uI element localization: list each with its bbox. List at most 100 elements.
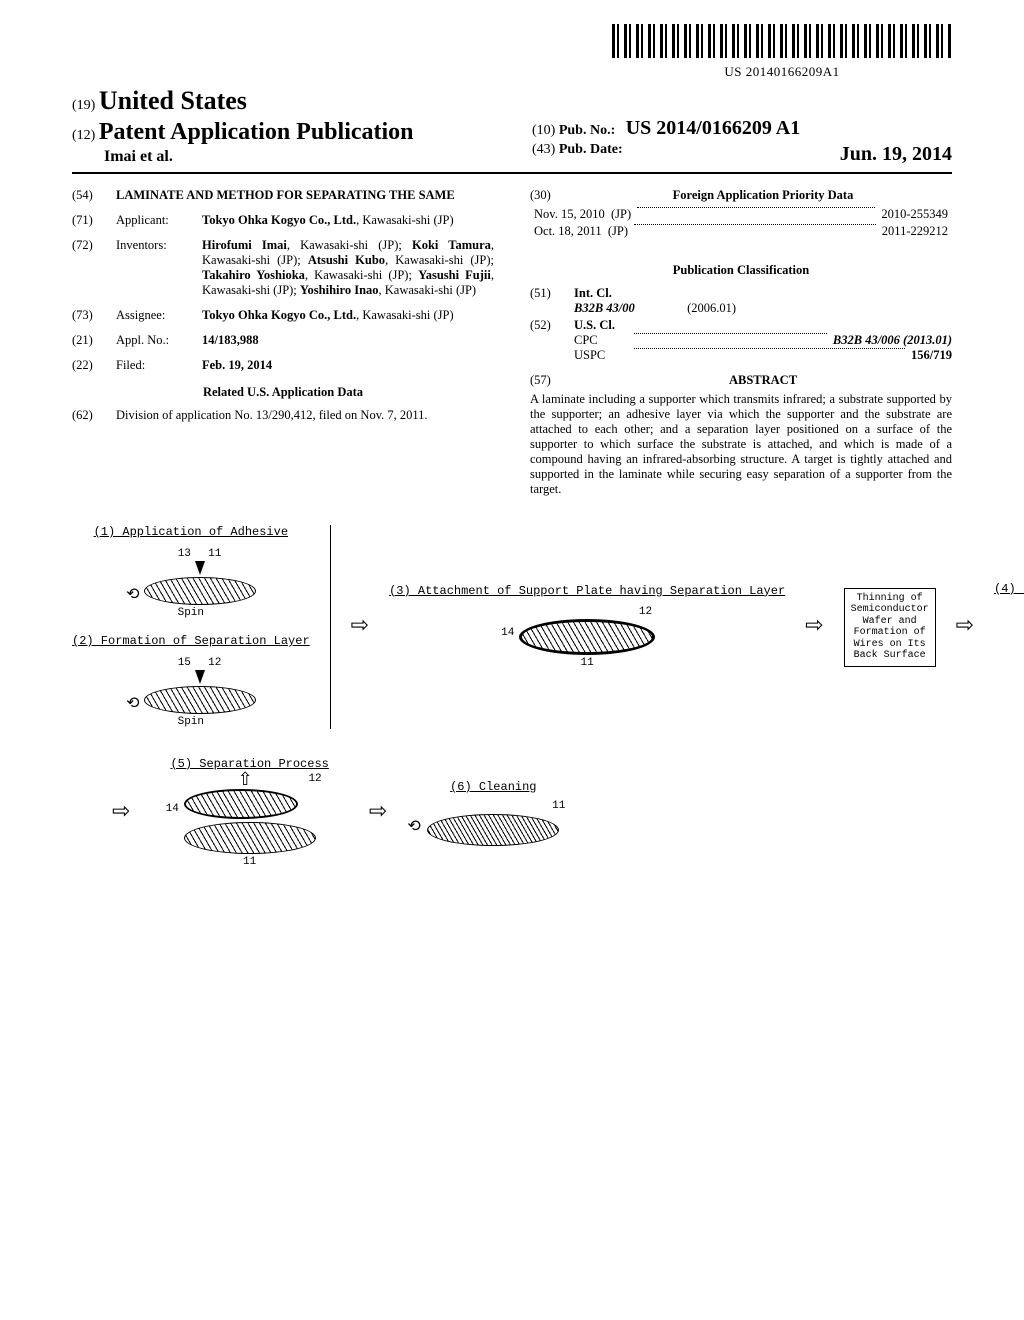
step4-block: (4) Irradiation with Infrared Laser ↓ ↓ … [994, 582, 1024, 672]
barcode-number: US 20140166209A1 [612, 64, 952, 80]
step1-block: (1) Application of Adhesive ⟲ 13 11 Spin [72, 525, 310, 620]
spin-arrow-icon: ⟲ [126, 695, 139, 714]
field-71: (71) Applicant: Tokyo Ohka Kogyo Co., Lt… [72, 213, 494, 228]
uspc-label: USPC [574, 348, 628, 363]
tag-72: (72) [72, 238, 106, 298]
divider [72, 172, 952, 174]
lead-13: 13 [178, 548, 191, 560]
priority-cc: (JP) [611, 207, 631, 222]
field-57: (57) ABSTRACT [530, 373, 952, 388]
lead-12: 12 [208, 657, 221, 669]
lead-11: 11 [243, 856, 256, 868]
pubno-row: (10) Pub. No.: US 2014/0166209 A1 [532, 116, 952, 140]
lead-14: 14 [501, 627, 514, 640]
lead-12: 12 [639, 606, 652, 618]
pubdate-row: (43) Pub. Date: Jun. 19, 2014 [532, 142, 952, 166]
field-21: (21) Appl. No.: 14/183,988 [72, 333, 494, 348]
priority-cc: (JP) [608, 224, 628, 239]
dots-icon [634, 348, 905, 349]
label-71: Applicant: [116, 213, 192, 228]
tag-52: (52) [530, 318, 564, 363]
barcode-block: US 20140166209A1 [72, 24, 952, 79]
authors-line: Imai et al. [72, 147, 492, 166]
spin-label: Spin [178, 607, 204, 620]
step1-caption: (1) Application of Adhesive [94, 525, 288, 539]
field-62: (62) Division of application No. 13/290,… [72, 408, 494, 423]
tag-30: (30) [530, 188, 564, 203]
intcl-label: Int. Cl. [574, 286, 612, 300]
label-21: Appl. No.: [116, 333, 192, 348]
cpc-line: CPC B32B 43/006 (2013.01) [574, 333, 952, 348]
tag-51: (51) [530, 286, 564, 316]
nozzle-icon [195, 670, 205, 684]
country: United States [99, 86, 247, 115]
header-line-12: (12) Patent Application Publication [72, 118, 492, 147]
bracket-icon [330, 525, 331, 729]
inventors: Hirofumi Imai, Kawasaki-shi (JP); Koki T… [202, 238, 494, 298]
header-line-19: (19) United States [72, 85, 492, 116]
lead-11: 11 [581, 657, 594, 669]
intcl-version: (2006.01) [687, 301, 736, 315]
wafer-icon [144, 686, 256, 714]
step3-caption: (3) Attachment of Support Plate having S… [389, 584, 785, 598]
uscl-label: U.S. Cl. [574, 318, 615, 332]
spin-arrow-icon: ⟲ [407, 818, 420, 837]
field-22: (22) Filed: Feb. 19, 2014 [72, 358, 494, 373]
tag-71: (71) [72, 213, 106, 228]
code-12: (12) [72, 128, 95, 143]
cpc-label: CPC [574, 333, 628, 348]
wafer-top-icon [184, 789, 298, 819]
step5-block: (5) Separation Process 12 14 11 [170, 757, 328, 870]
lead-14: 14 [166, 803, 179, 816]
lead-11: 11 [552, 800, 565, 813]
cpc-code: B32B 43/006 (2013.01) [833, 333, 952, 347]
dots-icon [637, 207, 875, 208]
tag-62: (62) [72, 408, 106, 423]
arrow-right-icon [956, 614, 974, 640]
wafer-icon [144, 577, 256, 605]
priority-date: Oct. 18, 2011 [534, 224, 602, 239]
barcode-graphic [612, 24, 952, 58]
priority-num: 2011-229212 [882, 224, 948, 239]
pubdate-label: Pub. Date: [559, 142, 623, 157]
field-30: (30) Foreign Application Priority Data [530, 188, 952, 203]
dots-icon [634, 224, 876, 225]
step3-block: (3) Attachment of Support Plate having S… [389, 584, 785, 671]
priority-row: Nov. 15, 2010 (JP) 2010-255349 [534, 207, 948, 222]
uspc-code: 156/719 [911, 348, 952, 363]
dots-icon [634, 333, 827, 334]
priority-list: Nov. 15, 2010 (JP) 2010-255349 Oct. 18, … [530, 207, 952, 251]
step2-block: (2) Formation of Separation Layer ⟲ 15 1… [72, 634, 310, 729]
tag-21: (21) [72, 333, 106, 348]
arrow-right-icon [369, 800, 387, 826]
right-column: (30) Foreign Application Priority Data N… [530, 188, 952, 497]
field-73: (73) Assignee: Tokyo Ohka Kogyo Co., Ltd… [72, 308, 494, 323]
pubdate: Jun. 19, 2014 [840, 142, 952, 166]
label-22: Filed: [116, 358, 192, 373]
tag-54: (54) [72, 188, 106, 203]
label-73: Assignee: [116, 308, 192, 323]
pubno: US 2014/0166209 A1 [626, 117, 800, 139]
field-72: (72) Inventors: Hirofumi Imai, Kawasaki-… [72, 238, 494, 298]
steps-1-2: (1) Application of Adhesive ⟲ 13 11 Spin [72, 525, 310, 729]
lead-15: 15 [178, 657, 191, 669]
arrow-right-icon [112, 800, 130, 826]
nozzle-icon [195, 561, 205, 575]
label-72: Inventors: [116, 238, 192, 298]
intcl-code: B32B 43/00 [574, 301, 635, 315]
lead-11: 11 [208, 548, 221, 560]
arrow-right-icon [805, 614, 823, 640]
left-column: (54) LAMINATE AND METHOD FOR SEPARATING … [72, 188, 494, 497]
filed-date: Feb. 19, 2014 [202, 358, 494, 373]
doc-type: Patent Application Publication [99, 119, 414, 145]
pubclass-head: Publication Classification [530, 263, 952, 278]
wafer-clean-icon [427, 814, 559, 846]
field-51: (51) Int. Cl. B32B 43/00 (2006.01) [530, 286, 952, 316]
assignee: Tokyo Ohka Kogyo Co., Ltd., Kawasaki-shi… [202, 308, 494, 323]
tag-22: (22) [72, 358, 106, 373]
step6-block: (6) Cleaning 11 ⟲ [427, 780, 559, 846]
code-19: (19) [72, 98, 95, 113]
pubno-label: Pub. No.: [559, 123, 615, 138]
step5-caption: (5) Separation Process [170, 757, 328, 771]
priority-date: Nov. 15, 2010 [534, 207, 605, 222]
